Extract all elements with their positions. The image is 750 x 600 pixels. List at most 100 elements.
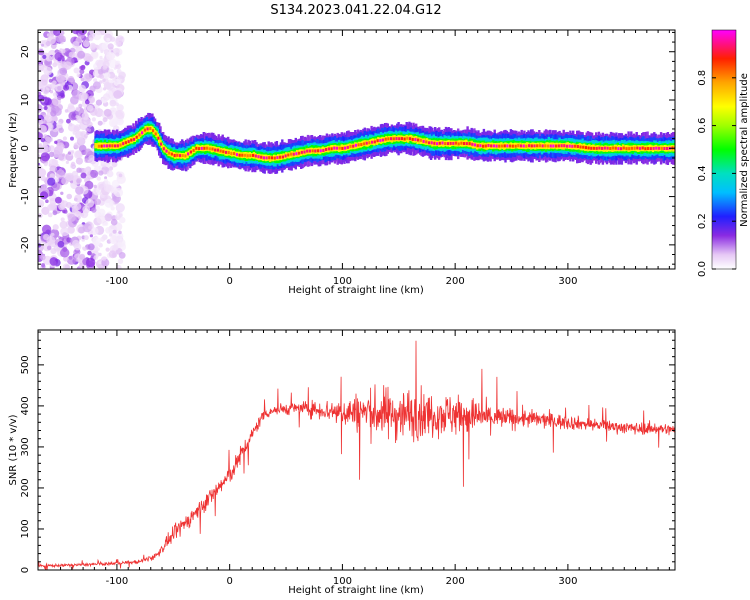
noise-speckle	[95, 189, 100, 193]
ridge-core	[536, 144, 539, 148]
noise-speckle	[97, 69, 104, 75]
noise-speckle	[47, 212, 53, 218]
x-tick-label: 0	[226, 576, 232, 587]
noise-speckle	[66, 118, 71, 124]
ridge-core	[641, 146, 644, 150]
x-tick-label: 100	[333, 276, 352, 287]
noise-speckle	[80, 65, 86, 71]
ridge-core	[187, 152, 190, 156]
noise-speckle	[75, 37, 82, 44]
ridge-core	[422, 139, 425, 143]
ridge-core	[544, 144, 547, 148]
ridge-cell	[95, 143, 99, 149]
noise-speckle	[104, 213, 113, 222]
ridge-core	[327, 147, 330, 151]
ridge-core	[636, 146, 639, 150]
noise-speckle	[54, 52, 63, 61]
ridge-core	[476, 144, 479, 148]
noise-speckle	[57, 183, 61, 187]
noise-speckle	[91, 44, 96, 49]
ridge-core	[584, 146, 587, 150]
ridge-core	[598, 146, 601, 150]
noise-speckle	[90, 170, 99, 178]
ridge-core	[384, 137, 387, 141]
noise-speckle	[107, 43, 114, 50]
noise-speckle	[85, 127, 89, 132]
noise-speckle	[42, 54, 47, 60]
ridge-core	[122, 142, 125, 146]
ridge-core	[468, 142, 471, 146]
noise-speckle	[91, 207, 97, 213]
noise-speckle	[53, 30, 61, 36]
noise-speckle	[117, 238, 126, 247]
noise-speckle	[115, 102, 119, 106]
noise-speckle	[72, 30, 80, 35]
noise-speckle	[115, 203, 125, 213]
ridge-core	[603, 146, 606, 150]
ridge-core	[103, 144, 106, 148]
noise-speckle	[52, 210, 58, 216]
noise-speckle	[85, 198, 95, 208]
ridge-core	[160, 142, 163, 146]
noise-speckle	[45, 115, 53, 123]
noise-speckle	[103, 184, 112, 193]
noise-speckle	[105, 247, 110, 252]
ridge-core	[105, 144, 109, 148]
noise-speckle	[78, 84, 87, 93]
x-tick-label: 200	[446, 576, 465, 587]
ridge-core	[132, 137, 136, 141]
ridge-core	[487, 144, 490, 147]
x-tick-label: 0	[226, 276, 232, 287]
ridge-core	[362, 142, 366, 146]
noise-speckle	[104, 176, 108, 180]
y-tick-label: 0	[20, 145, 31, 151]
noise-speckle	[40, 137, 46, 143]
ridge-core	[154, 132, 157, 136]
noise-speckle	[78, 226, 85, 234]
colorbar: 0.00.20.40.60.8 Normalized spectral ampl…	[697, 29, 750, 277]
noise-speckle	[78, 103, 83, 108]
ridge-core	[563, 144, 566, 148]
ridge-core	[503, 144, 506, 148]
ridge-core	[406, 136, 409, 140]
noise-speckle	[96, 176, 102, 181]
noise-speckle	[62, 210, 66, 214]
noise-speckle	[85, 55, 92, 63]
noise-speckle	[67, 213, 76, 222]
noise-speckle	[95, 59, 102, 66]
noise-speckle	[45, 40, 51, 47]
ridge-core	[579, 145, 582, 149]
noise-speckle	[102, 117, 108, 123]
noise-speckle	[102, 65, 108, 70]
noise-speckle	[82, 246, 86, 250]
ridge-core	[184, 154, 187, 158]
noise-speckle	[87, 243, 95, 251]
ridge-core	[135, 135, 138, 139]
ridge-core	[124, 141, 127, 145]
noise-speckle	[118, 230, 122, 235]
noise-speckle	[83, 134, 88, 139]
noise-speckle	[40, 74, 49, 83]
ridge-core	[203, 146, 206, 150]
noise-speckle	[100, 236, 106, 242]
noise-speckle	[82, 41, 87, 45]
x-tick-label: 100	[333, 576, 352, 587]
noise-speckle	[101, 258, 110, 267]
noise-speckle	[57, 240, 65, 248]
ridge-core	[281, 155, 284, 159]
ridge-core	[157, 136, 160, 140]
noise-speckle	[75, 150, 82, 158]
noise-speckle	[43, 134, 48, 139]
y-tick-label: 10	[20, 94, 31, 107]
ridge-core	[587, 146, 590, 150]
noise-speckle	[80, 77, 85, 82]
noise-speckle	[72, 239, 80, 248]
ridge-core	[546, 144, 550, 148]
noise-speckle	[55, 169, 65, 179]
noise-speckle	[75, 115, 79, 119]
ridge-core	[130, 138, 133, 142]
ridge-core	[316, 149, 320, 153]
ridge-core	[433, 141, 436, 145]
snr-frame	[37, 329, 676, 571]
